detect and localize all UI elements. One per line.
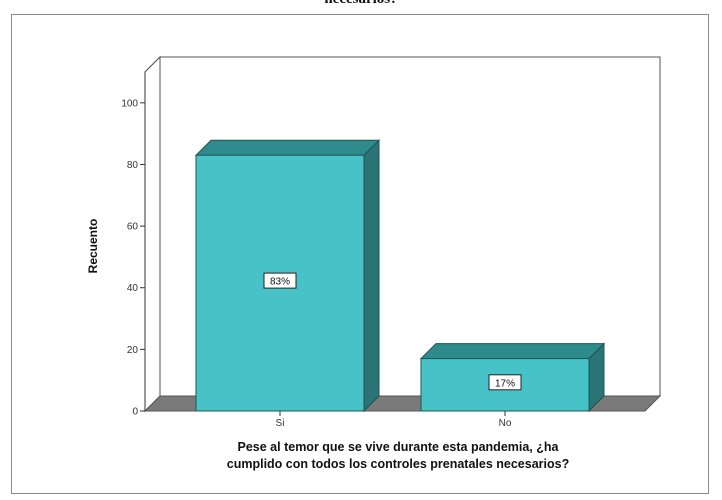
x-tick-label: No — [499, 418, 512, 429]
x-axis-label-line-2: cumplido con todos los controles prenata… — [227, 457, 569, 471]
y-tick-label: 80 — [127, 160, 139, 171]
data-label: 17% — [495, 378, 515, 389]
y-axis-label: Recuento — [86, 219, 100, 274]
bar-top — [419, 343, 606, 360]
chart-bars: 83% 17% — [194, 139, 606, 413]
y-tick-label: 60 — [127, 222, 139, 233]
data-label: 83% — [270, 277, 290, 288]
data-label-box — [488, 374, 522, 391]
y-tick-label: 20 — [127, 345, 139, 356]
x-tick-label: Si — [276, 418, 285, 429]
chart-title-fragment: necesarios? — [0, 0, 722, 8]
plot-left-wall — [144, 55, 161, 413]
y-tick-label: 100 — [121, 98, 138, 109]
bar — [420, 358, 590, 412]
data-label-box — [263, 272, 297, 289]
bar-side — [363, 139, 380, 413]
y-tick-label: 40 — [127, 283, 139, 294]
bar-top — [194, 139, 381, 156]
x-axis-label-line-1: Pese al temor que se vive durante esta p… — [238, 440, 560, 454]
y-tick-label: 0 — [132, 407, 138, 418]
